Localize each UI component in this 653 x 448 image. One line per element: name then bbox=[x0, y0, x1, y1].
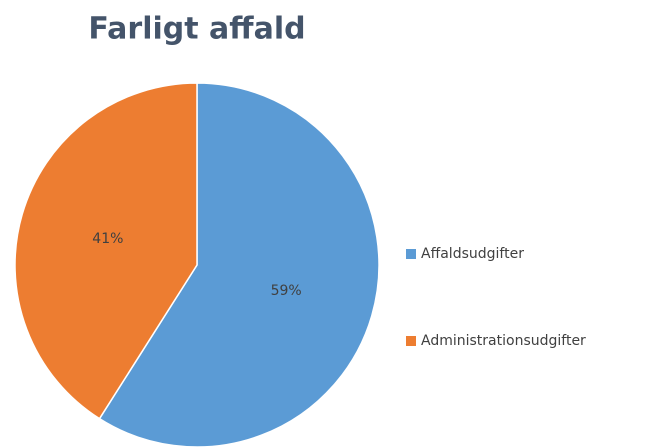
data-label: 41% bbox=[92, 231, 123, 247]
legend-swatch bbox=[406, 249, 416, 259]
pie-slice bbox=[14, 82, 198, 420]
chart-title: Farligt affald bbox=[88, 12, 305, 47]
legend-label: Affaldsudgifter bbox=[421, 246, 524, 262]
legend-label: Administrationsudgifter bbox=[421, 333, 586, 349]
pie-slice bbox=[98, 82, 380, 448]
legend-swatch bbox=[406, 336, 416, 346]
data-label: 59% bbox=[271, 283, 302, 299]
